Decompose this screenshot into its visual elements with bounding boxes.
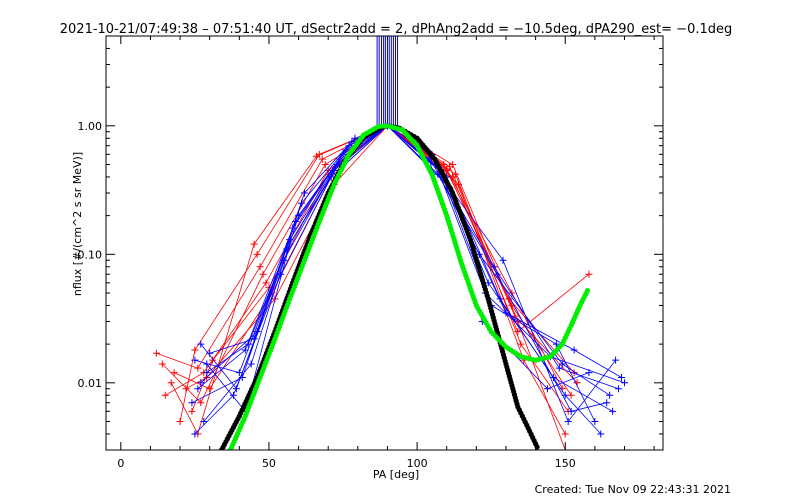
red-point — [259, 270, 267, 278]
x-axis-label: PA [deg] — [373, 468, 419, 481]
blue-point — [496, 295, 504, 303]
blue-point — [235, 369, 243, 377]
blue-point — [567, 407, 575, 415]
red-series-line — [191, 125, 590, 412]
x-tick-label: 150 — [555, 457, 576, 470]
red-point — [167, 379, 175, 387]
blue-point — [253, 328, 261, 336]
red-point — [318, 155, 326, 163]
blue-point — [585, 369, 593, 377]
blue-point — [603, 399, 611, 407]
red-point — [262, 279, 270, 287]
blue-point — [543, 385, 551, 393]
red-point — [161, 391, 169, 399]
blue-point — [286, 240, 294, 248]
x-tick-label: 100 — [407, 457, 428, 470]
blue-point — [620, 379, 628, 387]
red-point — [508, 289, 516, 297]
red-point — [197, 399, 205, 407]
blue-point — [597, 430, 605, 438]
blue-point — [197, 340, 205, 348]
red-series-line — [185, 125, 566, 435]
blue-point — [499, 256, 507, 264]
red-point — [209, 356, 217, 364]
blue-point — [250, 335, 258, 343]
blue-point — [200, 417, 208, 425]
blue-series-line — [200, 125, 625, 390]
red-point — [585, 270, 593, 278]
y-tick-label: 0.01 — [78, 377, 103, 390]
red-point — [176, 417, 184, 425]
red-point — [449, 173, 457, 181]
blue-point — [615, 385, 623, 393]
chart-title: 2021-10-21/07:49:38 – 07:51:40 UT, dSect… — [60, 22, 733, 37]
created-timestamp: Created: Tue Nov 09 22:43:31 2021 — [535, 483, 731, 496]
y-tick-label: 1.00 — [78, 120, 103, 133]
red-point — [256, 263, 264, 271]
blue-point — [612, 356, 620, 364]
blue-point — [206, 349, 214, 357]
green-fit-point — [584, 288, 591, 294]
blue-series-line — [191, 125, 596, 422]
blue-point — [618, 373, 626, 381]
red-series-line — [170, 125, 563, 435]
red-point — [514, 328, 522, 336]
blue-point — [295, 212, 303, 220]
red-point — [567, 391, 575, 399]
red-series-line — [173, 125, 578, 390]
red-point — [170, 369, 178, 377]
red-point — [194, 364, 202, 372]
blue-point — [606, 391, 614, 399]
blue-point — [558, 360, 566, 368]
red-point — [191, 346, 199, 354]
blue-point — [247, 360, 255, 368]
blue-point — [244, 340, 252, 348]
blue-point — [351, 134, 359, 142]
red-point — [188, 407, 196, 415]
blue-point — [203, 360, 211, 368]
blue-point — [197, 379, 205, 387]
red-point — [321, 160, 329, 168]
x-tick-label: 0 — [117, 457, 124, 470]
blue-point — [570, 346, 578, 354]
blue-point — [188, 399, 196, 407]
blue-point — [564, 417, 572, 425]
blue-series-line — [194, 125, 613, 412]
blue-point — [229, 391, 237, 399]
axes-layer: 0 50 100 150 0.01 0.10 1.00 — [78, 35, 663, 470]
blue-point — [552, 340, 560, 348]
red-point — [182, 385, 190, 393]
blue-point — [194, 385, 202, 393]
blue-point — [301, 189, 309, 197]
red-point — [517, 340, 525, 348]
red-point — [158, 360, 166, 368]
red-point — [561, 430, 569, 438]
red-point — [455, 180, 463, 188]
red-point — [152, 349, 160, 357]
blue-series-line — [203, 125, 602, 435]
blue-point — [191, 356, 199, 364]
red-point — [443, 165, 451, 173]
red-point — [253, 250, 261, 258]
red-point — [312, 152, 320, 160]
blue-point — [555, 364, 563, 372]
blue-point — [591, 417, 599, 425]
plot-frame — [105, 35, 664, 451]
x-tick-label: 50 — [262, 457, 276, 470]
blue-point — [203, 369, 211, 377]
blue-point — [191, 430, 199, 438]
vertical-lines — [376, 36, 399, 126]
series-layer — [152, 36, 628, 450]
red-point — [250, 240, 258, 248]
y-axis-label: nflux [#/(cm^2 s sr MeV)] — [71, 152, 84, 296]
y-tick-label: 0.10 — [78, 248, 103, 261]
blue-point — [502, 309, 510, 317]
blue-point — [609, 407, 617, 415]
blue-point — [241, 346, 249, 354]
green-fit-curve — [227, 123, 591, 450]
